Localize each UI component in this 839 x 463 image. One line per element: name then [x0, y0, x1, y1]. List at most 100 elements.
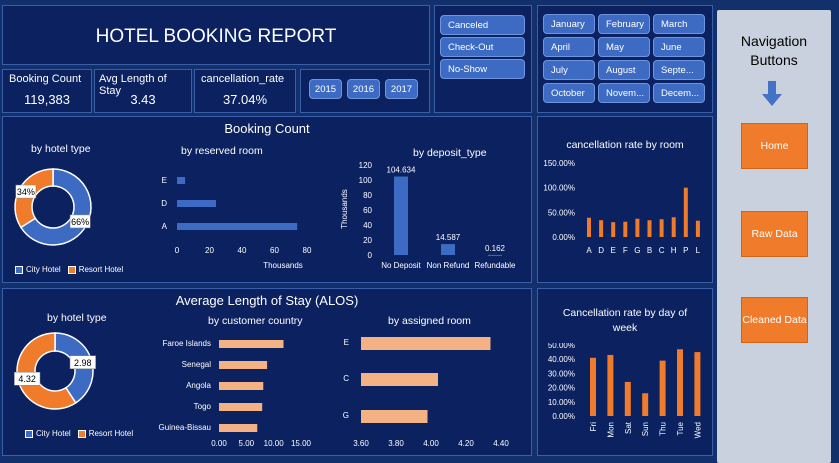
navigation-panel: Navigation Buttons Home Raw Data Cleaned… — [717, 10, 831, 463]
alos-hotel-type-title: by hotel type — [47, 312, 107, 324]
status-button-canceled[interactable]: Canceled — [440, 15, 525, 35]
x-tick-label: 15.00 — [291, 439, 312, 448]
alos-legend: City Hotel Resort Hotel — [25, 429, 133, 438]
category-label: Mon — [606, 422, 615, 438]
y-tick-label: 30.00% — [548, 369, 575, 378]
cleaned-data-button[interactable]: Cleaned Data — [741, 297, 808, 343]
bar-togo — [219, 403, 263, 411]
booking-hotel-type-title: by hotel type — [31, 143, 91, 155]
booking-hotel-donut-chart: 66% 34% — [14, 168, 92, 246]
category-label: Non Refund — [427, 261, 470, 270]
alos-country-title: by customer country — [208, 315, 303, 327]
legend-label-resort: Resort Hotel — [88, 429, 134, 438]
month-button-decem[interactable]: Decem... — [653, 83, 705, 103]
category-label: No Deposit — [381, 261, 421, 270]
x-tick-label: 4.40 — [493, 439, 509, 448]
category-label: P — [683, 246, 688, 255]
category-label: A — [162, 222, 168, 231]
legend-label-city: City Hotel — [26, 265, 61, 274]
donut-label-box — [69, 214, 91, 229]
status-button-no-show[interactable]: No-Show — [440, 59, 525, 79]
status-slicer: Canceled Check-Out No-Show — [434, 5, 532, 113]
category-label: Fri — [589, 422, 598, 432]
year-slicer: 2015 2016 2017 — [300, 69, 430, 113]
country-bar-chart: Faroe Islands Senegal Angola Togo Guinea-Bis… — [159, 339, 312, 448]
month-button-novem[interactable]: Novem... — [598, 83, 650, 103]
category-label: B — [647, 246, 652, 255]
kpi-label: cancellation_rate — [201, 73, 285, 85]
year-button-2017[interactable]: 2017 — [385, 79, 418, 99]
kpi-value: 3.43 — [130, 92, 156, 107]
x-tick-label: 0.00 — [211, 439, 227, 448]
cancel-room-bar-chart: 0.00% 50.00% 100.00% 150.00% A D E F G B C H P L — [543, 159, 701, 255]
month-button-february[interactable]: February — [598, 14, 650, 34]
donut-label-box — [69, 355, 96, 370]
raw-data-button[interactable]: Raw Data — [741, 211, 808, 257]
bar-room-d — [177, 200, 216, 207]
month-button-august[interactable]: August — [598, 60, 650, 80]
y-tick-label: 50.00% — [548, 343, 575, 350]
alos-title: Average Length of Stay (ALOS) — [175, 293, 359, 308]
legend-label-city: City Hotel — [36, 429, 71, 438]
donut-label-box — [15, 184, 37, 199]
category-label: D — [161, 199, 167, 208]
assigned-room-bar-chart: E C G 3.60 3.80 4.00 4.20 4.40 — [343, 337, 509, 448]
x-tick-label: 20 — [205, 246, 214, 255]
cancel-day-title: Cancellation rate by day of week — [562, 307, 688, 334]
y-tick-label: 0 — [368, 251, 373, 260]
year-button-2015[interactable]: 2015 — [309, 79, 342, 99]
status-button-check-out[interactable]: Check-Out — [440, 37, 525, 57]
month-button-march[interactable]: March — [653, 14, 705, 34]
alos-hotel-donut-chart: 2.98 4.32 — [14, 332, 96, 410]
category-label: G — [343, 411, 349, 420]
donut-slice-resort-hotel — [14, 168, 54, 229]
bar-room-c — [659, 219, 664, 237]
y-axis-label: Thousands — [340, 189, 349, 229]
category-label: Sat — [624, 421, 633, 434]
legend-swatch-city — [15, 265, 23, 274]
data-label: 14.587 — [436, 233, 461, 242]
donut-slice-city-hotel — [54, 332, 94, 404]
cancel-day-bar-chart: 0.00% 10.00% 20.00% 30.00% 40.00% 50.00% Fri Mo… — [548, 343, 703, 438]
category-label: C — [659, 246, 665, 255]
kpi-label: Booking Count — [9, 73, 82, 85]
x-tick-label: 4.00 — [423, 439, 439, 448]
year-button-2016[interactable]: 2016 — [347, 79, 380, 99]
bar-non-refund — [441, 244, 455, 255]
x-tick-label: 80 — [303, 246, 312, 255]
bar-faroe-islands — [219, 340, 284, 348]
booking-reserved-room-title: by reserved room — [181, 145, 263, 157]
y-tick-label: 50.00% — [548, 208, 575, 217]
home-button[interactable]: Home — [741, 123, 808, 169]
category-label: A — [586, 246, 592, 255]
category-label: Guinea-Bissau — [159, 423, 211, 432]
bar-day-wed — [694, 352, 701, 416]
bar-room-e — [611, 222, 616, 237]
month-button-july[interactable]: July — [543, 60, 595, 80]
alos-panel: Average Length of Stay (ALOS) by hotel t… — [2, 288, 532, 456]
category-label: E — [162, 176, 167, 185]
month-button-april[interactable]: April — [543, 37, 595, 57]
x-tick-label: 3.60 — [353, 439, 369, 448]
kpi-label: Avg Length of Stay — [99, 73, 167, 97]
x-tick-label: 5.00 — [239, 439, 255, 448]
cancel-day-panel: Cancellation rate by day of week 0.00% 10… — [537, 288, 713, 456]
booking-count-title: Booking Count — [224, 121, 310, 136]
month-button-january[interactable]: January — [543, 14, 595, 34]
month-button-septe[interactable]: Septe... — [653, 60, 705, 80]
category-label: E — [611, 246, 616, 255]
kpi-cancellation-rate: cancellation_rate 37.04% — [194, 69, 296, 113]
bar-room-l — [695, 220, 700, 237]
y-tick-label: 40 — [363, 221, 372, 230]
x-axis-label: Thousands — [263, 261, 303, 270]
bar-room-e — [177, 177, 186, 184]
bar-room-p — [683, 187, 688, 237]
month-button-june[interactable]: June — [653, 37, 705, 57]
month-button-october[interactable]: October — [543, 83, 595, 103]
bar-room-d — [599, 220, 604, 237]
month-button-may[interactable]: May — [598, 37, 650, 57]
header-panel: HOTEL BOOKING REPORT — [2, 5, 430, 65]
category-label: L — [696, 246, 701, 255]
bar-room-a — [587, 217, 591, 237]
bar-room-f — [623, 221, 628, 237]
